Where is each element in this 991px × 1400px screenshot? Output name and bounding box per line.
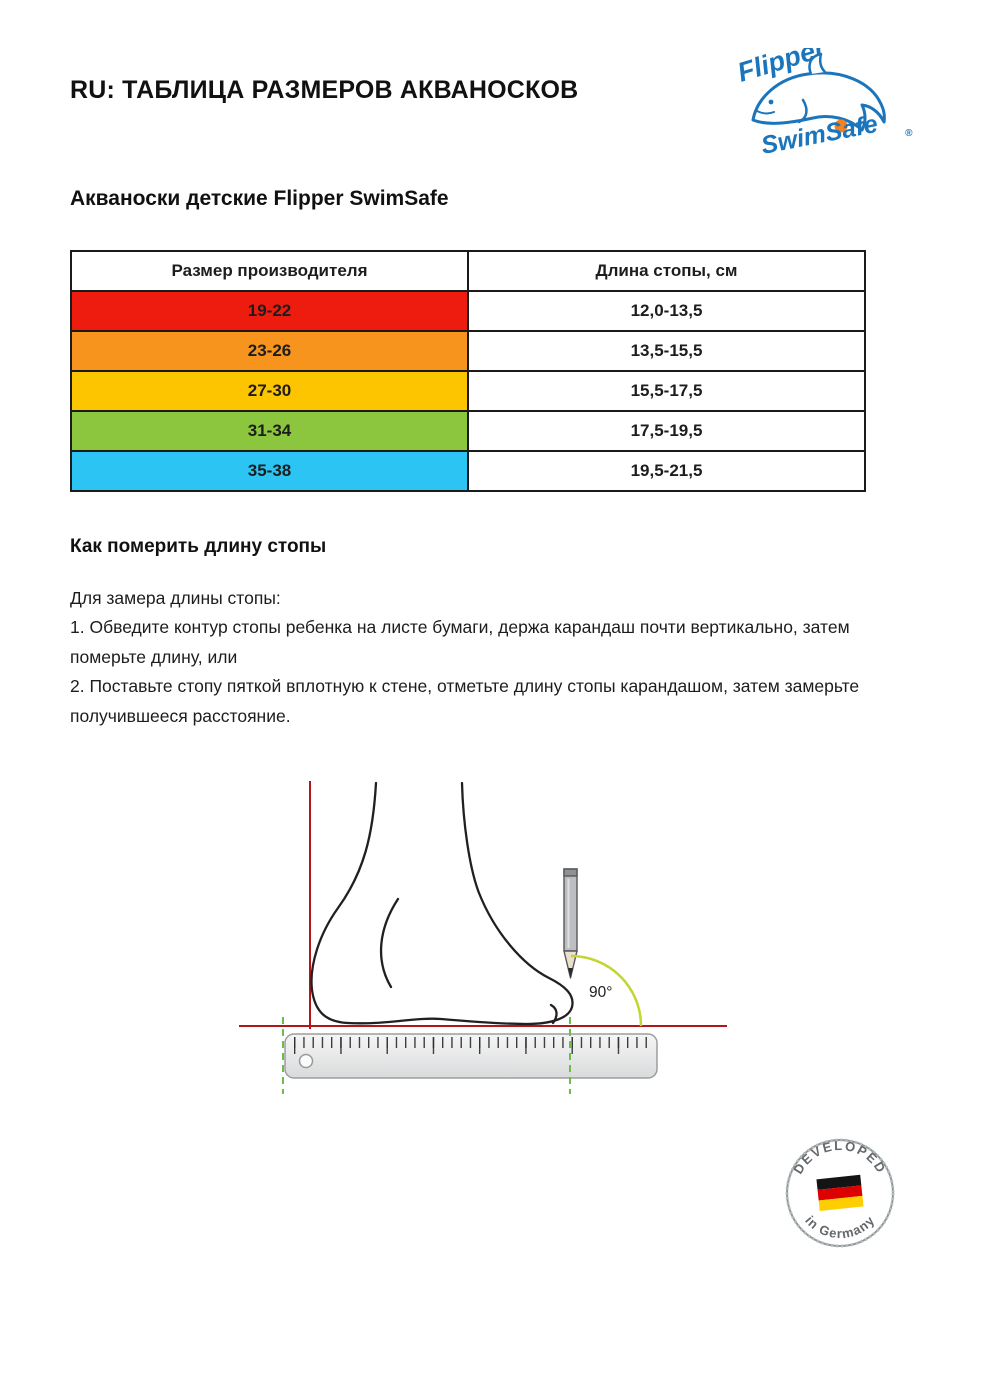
- angle-arc: [570, 954, 643, 1026]
- col-header-length: Длина стопы, см: [467, 250, 866, 292]
- size-cell: 19-22: [70, 290, 469, 332]
- table-row: 27-30 15,5-17,5: [70, 370, 866, 412]
- measurement-dashed-lines: [282, 1016, 571, 1094]
- table-header-row: Размер производителя Длина стопы, см: [70, 250, 866, 292]
- size-cell: 23-26: [70, 330, 469, 372]
- developed-in-germany-stamp: DEVELOPED in Germany: [783, 1136, 897, 1250]
- table-row: 35-38 19,5-21,5: [70, 450, 866, 492]
- size-table: Размер производителя Длина стопы, см 19-…: [70, 250, 866, 492]
- foot-measurement-diagram: 90°: [235, 780, 735, 1103]
- table-row: 31-34 17,5-19,5: [70, 410, 866, 452]
- dolphin-icon: [751, 52, 886, 132]
- product-subtitle: Акваноски детские Flipper SwimSafe: [70, 187, 449, 210]
- table-row: 19-22 12,0-13,5: [70, 290, 866, 332]
- size-cell: 31-34: [70, 410, 469, 452]
- size-cell: 27-30: [70, 370, 469, 412]
- table-row: 23-26 13,5-15,5: [70, 330, 866, 372]
- foot-outline: [310, 781, 574, 1026]
- length-cell: 13,5-15,5: [467, 330, 866, 372]
- logo-graphic: Flipper SwimSafe ®: [734, 32, 913, 160]
- col-header-size: Размер производителя: [70, 250, 469, 292]
- section-heading: Как померить длину стопы: [70, 536, 327, 557]
- pencil-icon: [563, 868, 578, 979]
- angle-label: 90°: [589, 984, 612, 1001]
- german-flag-icon: [816, 1174, 864, 1212]
- instructions-intro: Для замера длины стопы:: [70, 588, 281, 608]
- flipper-swimsafe-logo: Flipper SwimSafe ®: [733, 32, 923, 170]
- ruler-hole: [298, 1053, 314, 1069]
- length-cell: 12,0-13,5: [467, 290, 866, 332]
- page-title: RU: ТАБЛИЦА РАЗМЕРОВ АКВАНОСКОВ: [70, 76, 579, 104]
- orange-ball-icon: [834, 119, 848, 133]
- instruction-step: 1. Обведите контур стопы ребенка на лист…: [70, 617, 850, 667]
- foot-diagram-graphic: 90°: [239, 780, 727, 1094]
- stamp-graphic: DEVELOPED in Germany: [785, 1138, 895, 1248]
- length-cell: 17,5-19,5: [467, 410, 866, 452]
- length-cell: 19,5-21,5: [467, 450, 866, 492]
- length-cell: 15,5-17,5: [467, 370, 866, 412]
- instruction-step: 2. Поставьте стопу пяткой вплотную к сте…: [70, 676, 860, 726]
- instructions-text: Для замера длины стопы: 1. Обведите конт…: [70, 584, 921, 731]
- ruler: [284, 1033, 658, 1079]
- registered-mark: ®: [905, 128, 913, 139]
- size-cell: 35-38: [70, 450, 469, 492]
